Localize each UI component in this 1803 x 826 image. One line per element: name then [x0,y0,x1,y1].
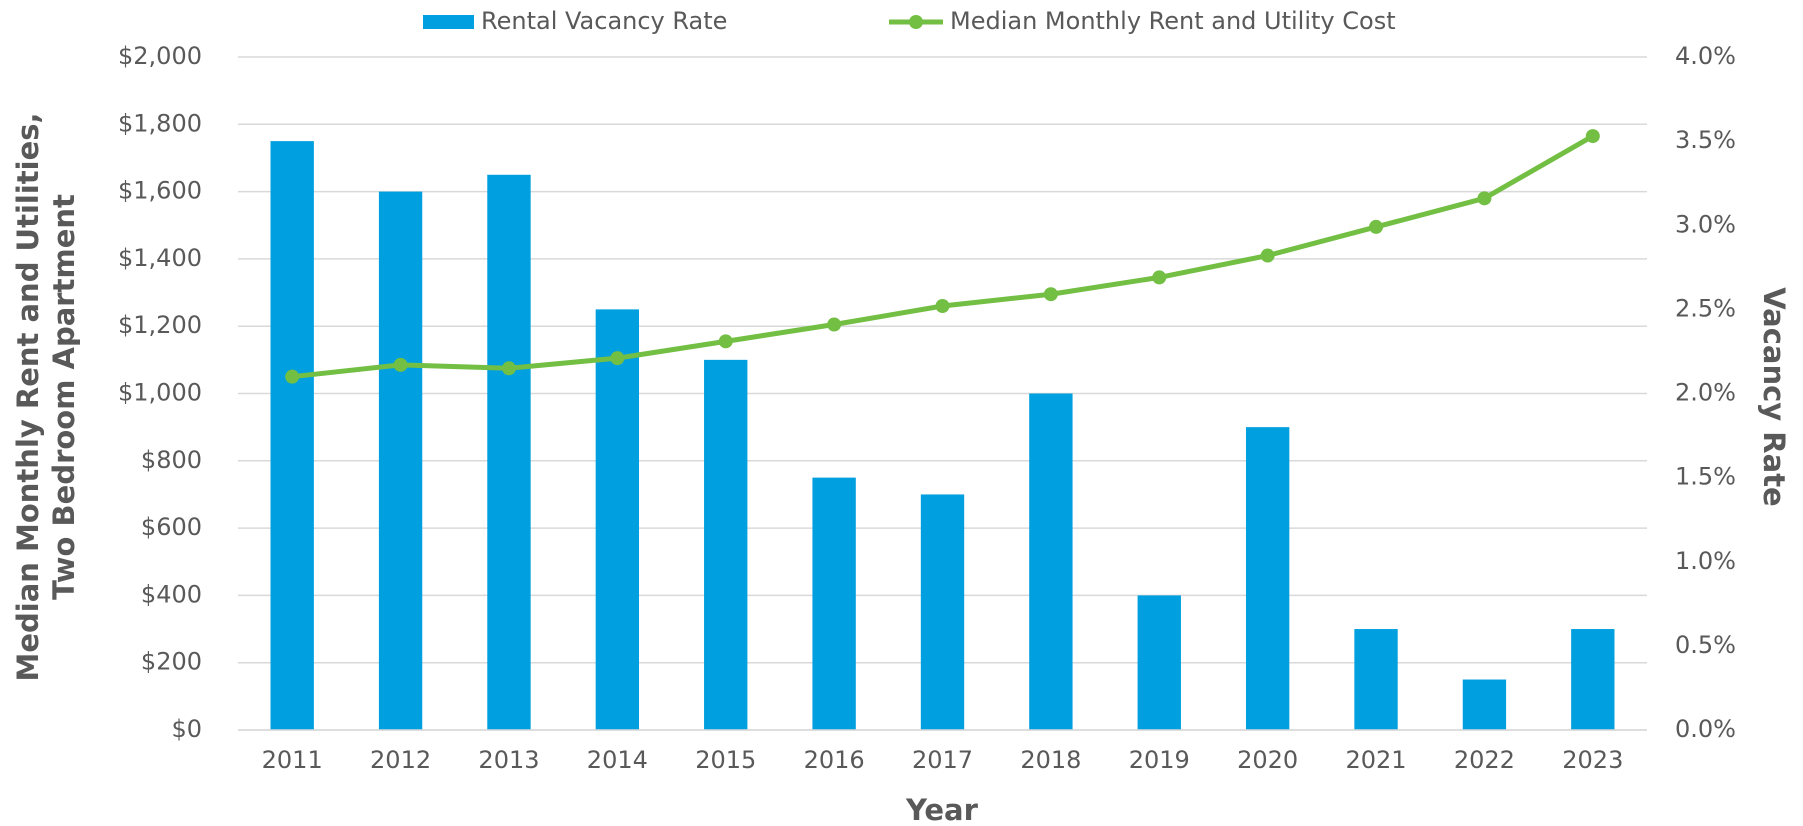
x-tick-label: 2023 [1562,746,1623,774]
y-tick-label: $1,200 [118,311,202,339]
x-tick-label: 2015 [695,746,756,774]
bar [1462,679,1507,730]
y-tick-label: $1,400 [118,244,202,272]
y2-tick-label: 2.5% [1675,294,1736,322]
x-tick-label: 2013 [478,746,539,774]
y2-tick-label: 2.0% [1675,379,1736,407]
line-marker [1260,248,1275,263]
y2-tick-label: 3.0% [1675,210,1736,238]
bar [1354,629,1398,730]
x-tick-label: 2017 [912,746,973,774]
y2-axis-title: Vacancy Rate [1757,287,1791,506]
legend-label: Rental Vacancy Rate [481,7,727,35]
line-marker [285,369,300,384]
legend-swatch [423,15,474,29]
x-tick-label: 2022 [1454,746,1515,774]
line-marker [610,351,625,366]
bar [1029,393,1073,730]
y-tick-label: $2,000 [118,42,202,70]
bar [270,141,314,730]
y2-tick-label: 3.5% [1675,126,1736,154]
y2-tick-label: 0.5% [1675,631,1736,659]
y-axis-title: Median Monthly Rent and Utilities, [11,112,45,681]
y-tick-label: $1,000 [118,379,202,407]
line-marker [935,299,950,314]
line-marker [1369,219,1384,234]
line-marker [827,317,842,332]
y-axis-title: Two Bedroom Apartment [47,194,81,600]
y2-tick-label: 0.0% [1675,715,1736,743]
y2-tick-label: 4.0% [1675,42,1736,70]
bar [1571,629,1615,730]
y-tick-label: $200 [141,648,202,676]
bar [920,494,965,730]
x-tick-label: 2020 [1237,746,1298,774]
line-marker [1585,129,1600,144]
line-marker [1477,191,1492,206]
x-tick-label: 2012 [370,746,431,774]
bar [1245,427,1290,730]
y-tick-label: $800 [141,446,202,474]
bar [704,359,748,730]
line-marker [393,357,408,372]
line-marker [1043,287,1058,302]
y2-tick-label: 1.0% [1675,547,1736,575]
x-tick-label: 2011 [262,746,323,774]
bar [487,174,531,730]
bar [595,309,640,730]
x-tick-label: 2018 [1020,746,1081,774]
y-tick-label: $600 [141,513,202,541]
bar [1137,595,1181,730]
x-axis-title: Year [905,793,979,826]
legend-label: Median Monthly Rent and Utility Cost [950,7,1396,35]
line-marker [718,334,733,349]
line-marker [501,361,516,376]
bar [378,191,423,731]
bar [812,477,856,730]
legend-swatch [909,15,923,29]
x-tick-label: 2021 [1345,746,1406,774]
x-tick-label: 2016 [804,746,865,774]
line-marker [1152,270,1167,285]
y-tick-label: $0 [171,715,202,743]
x-tick-label: 2019 [1129,746,1190,774]
y-tick-label: $1,800 [118,109,202,137]
y-tick-label: $400 [141,580,202,608]
x-tick-label: 2014 [587,746,648,774]
y2-tick-label: 1.5% [1675,463,1736,491]
y-tick-label: $1,600 [118,177,202,205]
